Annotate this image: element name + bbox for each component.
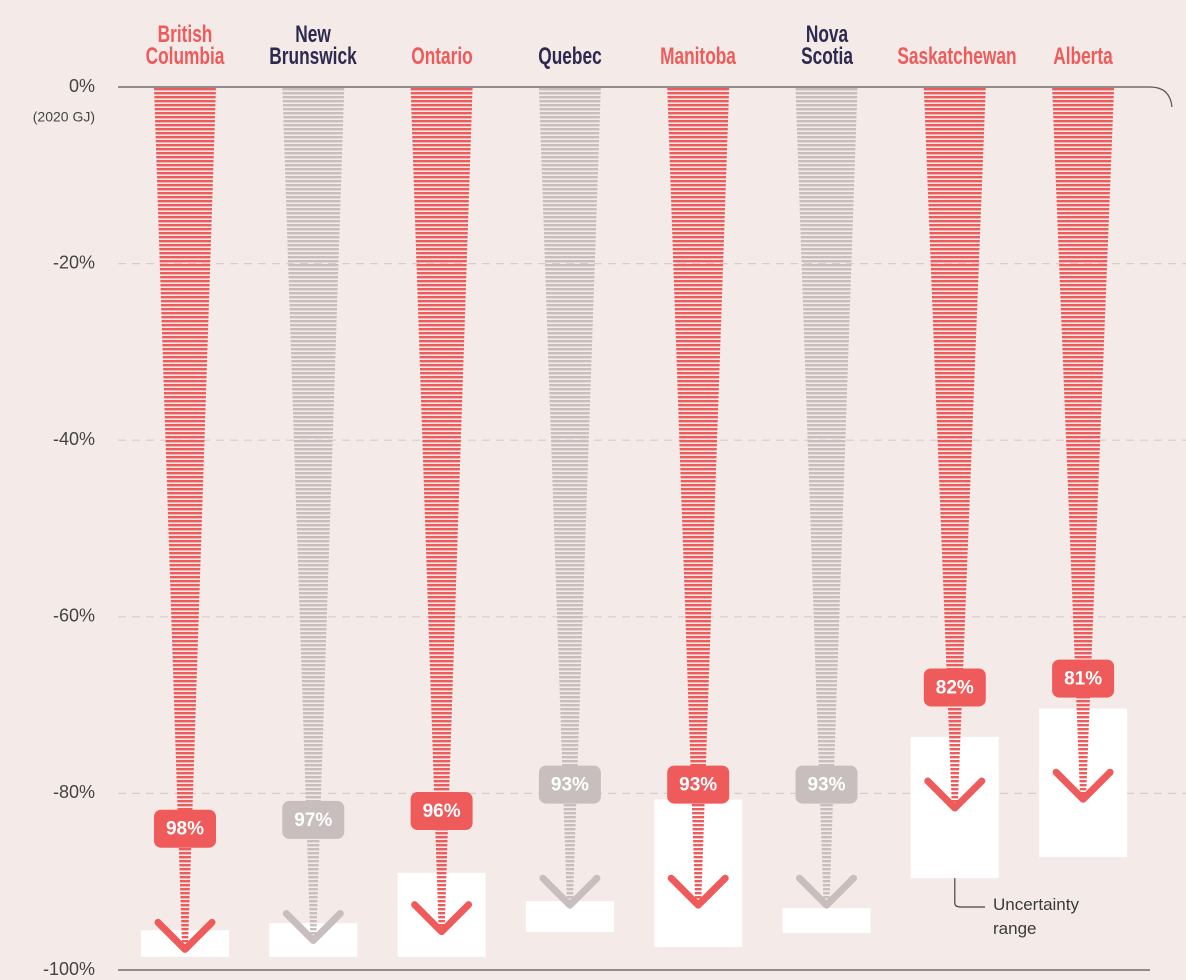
arrow bbox=[154, 87, 216, 947]
y-tick-label: -60% bbox=[53, 606, 95, 626]
arrow-head bbox=[796, 874, 857, 909]
y-tick-label: -40% bbox=[53, 429, 95, 449]
y-tick-label: -100% bbox=[43, 959, 95, 979]
annotation-leader bbox=[954, 878, 985, 908]
value-badge bbox=[1052, 659, 1115, 698]
arrow bbox=[410, 87, 473, 929]
value-label: 81% bbox=[1064, 669, 1102, 690]
arrow bbox=[923, 87, 986, 806]
value-badge bbox=[795, 765, 858, 804]
category-label: Alberta bbox=[1053, 43, 1113, 70]
arrow bbox=[1052, 87, 1115, 797]
annotation: Uncertainty range bbox=[993, 895, 1079, 938]
category-label: Quebec bbox=[538, 43, 602, 70]
value-label: 93% bbox=[551, 775, 589, 796]
value-badge bbox=[667, 765, 730, 804]
arrow bbox=[795, 87, 858, 903]
uncertainty-range bbox=[782, 908, 871, 933]
arrow-head bbox=[411, 901, 473, 936]
category-label: Manitoba bbox=[660, 43, 737, 70]
arrow-head bbox=[154, 918, 216, 953]
value-label: 93% bbox=[807, 775, 845, 796]
arrow-head bbox=[924, 777, 986, 812]
arrow bbox=[282, 87, 345, 938]
value-badge bbox=[154, 809, 216, 848]
value-badge bbox=[538, 765, 601, 804]
arrow-head bbox=[282, 910, 344, 945]
category-label: Saskatchewan bbox=[897, 43, 1017, 70]
y-unit-note: (2020 GJ) bbox=[33, 109, 95, 125]
y-tick-label: -80% bbox=[53, 782, 95, 802]
arrow bbox=[538, 87, 601, 903]
value-badge bbox=[923, 668, 986, 707]
category-label: Nova Scotia bbox=[800, 21, 853, 70]
value-label: 96% bbox=[423, 801, 461, 822]
category-label: Ontario bbox=[410, 43, 473, 70]
category-label: New Brunswick bbox=[269, 21, 357, 70]
value-badge bbox=[282, 800, 345, 839]
value-label: 98% bbox=[166, 819, 204, 840]
arrow-head bbox=[1052, 768, 1114, 803]
category-label: British Columbia bbox=[145, 21, 225, 70]
value-badge bbox=[410, 792, 473, 831]
y-tick-label: -20% bbox=[53, 252, 95, 272]
axis-corner bbox=[1149, 86, 1173, 108]
value-label: 93% bbox=[679, 775, 717, 796]
arrow bbox=[667, 87, 730, 903]
y-tick-label: 0% bbox=[69, 76, 95, 96]
arrow-head bbox=[539, 874, 601, 909]
value-label: 97% bbox=[294, 810, 332, 831]
value-label: 82% bbox=[936, 677, 974, 698]
arrow-head bbox=[667, 874, 729, 909]
